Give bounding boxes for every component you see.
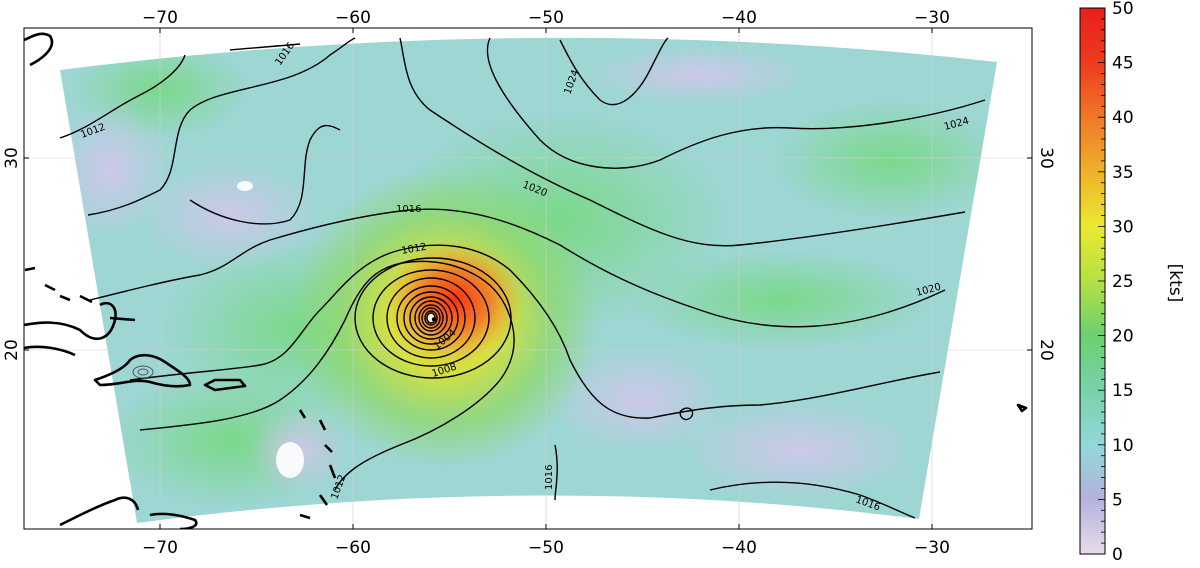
colorbar: 0 5 10 15 20 25 30 35 40 45 50 [kts] [1079, 0, 1185, 565]
graticule [24, 28, 1032, 529]
plot-frame [23, 27, 1033, 530]
colorbar-tick-label: 35 [1112, 163, 1134, 183]
colorbar-tick-label: 20 [1112, 327, 1134, 347]
lon-tick-label-bottom: −60 [335, 538, 371, 558]
colorbar-tick-label: 25 [1112, 272, 1134, 292]
colorbar-ticks: 0 5 10 15 20 25 30 35 40 45 50 [1098, 0, 1134, 565]
colorbar-tick-label: 10 [1112, 436, 1134, 456]
lon-tick-label-top: −40 [721, 8, 757, 28]
lon-tick-label-top: −60 [335, 8, 371, 28]
lon-tick-label-top: −70 [142, 8, 178, 28]
pressure-contours [59, 37, 986, 519]
lon-tick-label-bottom: −30 [914, 538, 950, 558]
lon-tick-label-bottom: −70 [142, 538, 178, 558]
inland-contours [132, 365, 154, 379]
lat-tick-label-left: 20 [2, 339, 22, 361]
colorbar-tick-label: 40 [1112, 108, 1134, 128]
contour-label: 1012 [401, 242, 428, 257]
lon-tick-label-top: −30 [914, 8, 950, 28]
axes: −70 −70 −60 −60 −50 −50 −40 −40 −30 −30 20 20 30 30 [2, 8, 1056, 558]
lon-tick-label-bottom: −50 [528, 538, 564, 558]
contour-label: 1016 [544, 465, 555, 490]
colorbar-unit-label: [kts] [1165, 264, 1185, 303]
lat-tick-label-right: 20 [1036, 339, 1056, 361]
colorbar-tick-label: 0 [1112, 545, 1123, 565]
colorbar-tick-label: 50 [1112, 0, 1134, 19]
wind-speed-field [60, 37, 997, 523]
colorbar-tick-label: 30 [1112, 217, 1134, 237]
contour-label: 1016 [396, 204, 421, 215]
colorbar-tick-label: 15 [1112, 381, 1134, 401]
colorbar-tick-label: 45 [1112, 54, 1134, 74]
lon-tick-label-top: −50 [528, 8, 564, 28]
lat-tick-label-right: 30 [1036, 147, 1056, 169]
storm-center-marker [431, 317, 437, 322]
lat-tick-label-left: 30 [2, 147, 22, 169]
colorbar-tick-label: 5 [1112, 490, 1123, 510]
coastlines [24, 32, 1028, 529]
lon-tick-label-bottom: −40 [721, 538, 757, 558]
